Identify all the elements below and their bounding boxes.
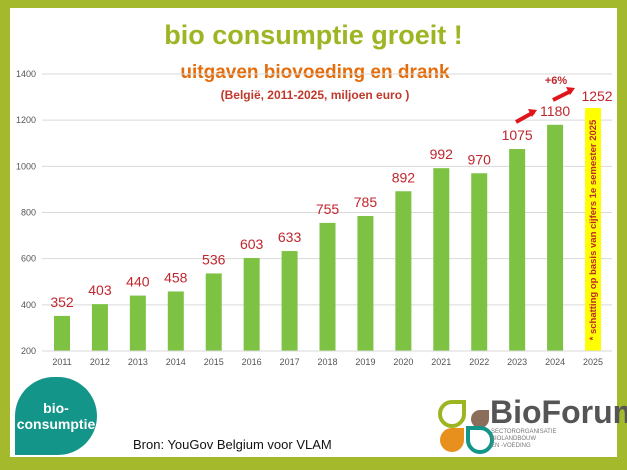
y-tick-label: 1400 xyxy=(16,69,36,79)
x-tick-label: 2012 xyxy=(90,357,110,367)
bar xyxy=(319,222,336,351)
bar xyxy=(167,291,184,351)
data-label: 440 xyxy=(126,274,150,290)
data-label: 536 xyxy=(202,251,226,267)
y-tick-label: 400 xyxy=(21,300,36,310)
x-tick-label: 2013 xyxy=(128,357,148,367)
x-tick-label: 2014 xyxy=(166,357,186,367)
logo-line: SECTORORGANISATIE xyxy=(491,429,557,435)
bar xyxy=(357,215,374,351)
source-text: Bron: YouGov Belgium voor VLAM xyxy=(133,437,332,452)
data-label: 458 xyxy=(164,269,188,285)
chart-subtitle: uitgaven biovoeding en drank xyxy=(180,62,450,83)
bar xyxy=(509,149,526,351)
y-tick-label: 200 xyxy=(21,346,36,356)
data-label: 403 xyxy=(88,282,112,298)
data-label: 970 xyxy=(468,151,492,167)
data-label: 1252 xyxy=(581,88,612,104)
bar xyxy=(91,304,108,351)
bio-consumptie-badge: bio- consumptie xyxy=(15,377,97,455)
bar xyxy=(281,251,298,351)
bar xyxy=(433,168,450,351)
x-tick-label: 2022 xyxy=(469,357,489,367)
logo-name: BioForum xyxy=(490,394,627,430)
x-tick-label: 2015 xyxy=(204,357,224,367)
x-tick-label: 2021 xyxy=(431,357,451,367)
bar xyxy=(547,124,564,352)
estimate-note: * schatting op basis van cijfers 1e seme… xyxy=(588,119,599,340)
x-tick-label: 2011 xyxy=(52,357,71,367)
bioforum-logo-icon xyxy=(438,400,494,454)
data-label: 892 xyxy=(392,169,416,185)
data-label: 633 xyxy=(278,229,302,245)
x-tick-label: 2018 xyxy=(317,357,337,367)
bar xyxy=(471,173,488,351)
x-tick-label: 2019 xyxy=(355,357,375,367)
arrow-head xyxy=(528,109,537,117)
y-tick-label: 1000 xyxy=(16,161,36,171)
data-label: 785 xyxy=(354,194,378,210)
logo-line: BIOLANDBOUW xyxy=(491,436,537,442)
x-tick-label: 2024 xyxy=(545,357,565,367)
x-tick-label: 2016 xyxy=(242,357,262,367)
bar xyxy=(129,295,146,351)
bar xyxy=(243,257,260,351)
data-label: 755 xyxy=(316,201,340,217)
chart-subtitle-2: (België, 2011-2025, miljoen euro ) xyxy=(220,88,410,102)
y-tick-label: 600 xyxy=(21,254,36,264)
x-tick-label: 2017 xyxy=(280,357,300,367)
bar xyxy=(395,191,412,351)
bar xyxy=(54,315,70,351)
badge-line-1: bio- xyxy=(43,400,69,416)
logo-subtitle: SECTORORGANISATIE BIOLANDBOUW EN -VOEDIN… xyxy=(491,429,556,450)
data-label: 603 xyxy=(240,236,264,252)
estimate-bar xyxy=(585,108,602,351)
growth-arrow xyxy=(552,89,572,102)
bar xyxy=(205,273,222,351)
data-label: 992 xyxy=(430,146,454,162)
y-tick-label: 1200 xyxy=(16,115,36,125)
badge-line-2: consumptie xyxy=(16,416,96,432)
arrow-head xyxy=(566,87,575,95)
x-tick-label: 2023 xyxy=(507,357,527,367)
chart-title: bio consumptie groeit ! xyxy=(164,20,463,50)
data-label: 1180 xyxy=(540,103,570,119)
data-label: 1075 xyxy=(502,127,533,143)
x-tick-label: 2020 xyxy=(393,357,413,367)
y-tick-label: 800 xyxy=(21,208,36,218)
growth-annotation: +6% xyxy=(545,75,568,87)
logo-line: EN -VOEDING xyxy=(491,443,531,449)
data-label: 352 xyxy=(50,294,74,310)
x-tick-label: 2025 xyxy=(583,357,603,367)
